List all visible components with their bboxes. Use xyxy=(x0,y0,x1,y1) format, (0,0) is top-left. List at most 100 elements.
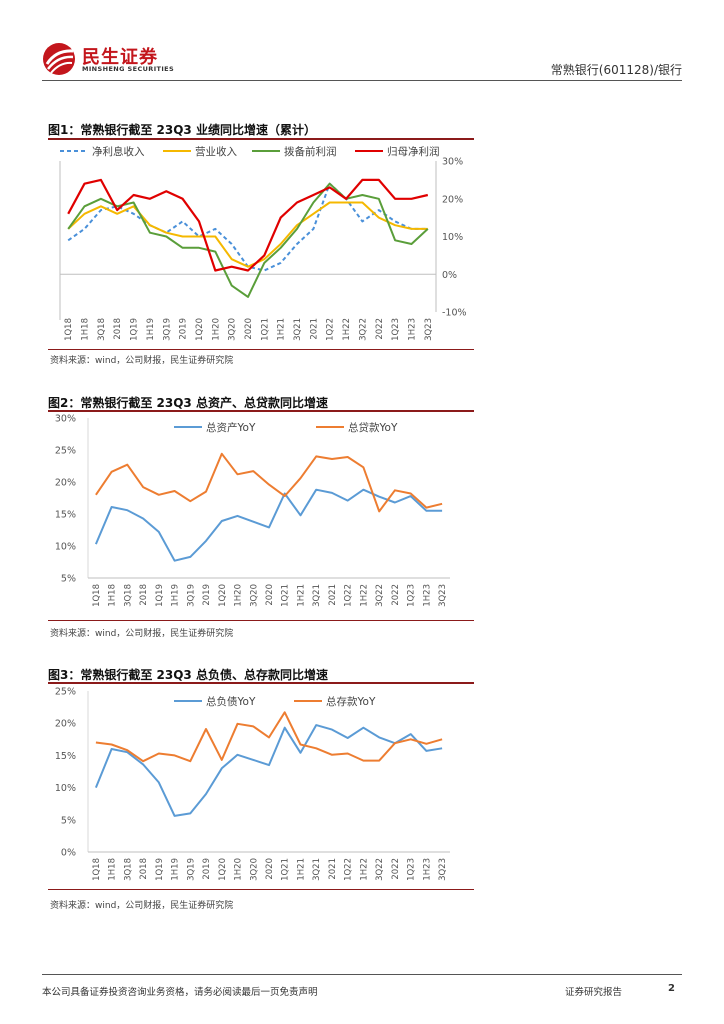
y-tick-label: 10% xyxy=(55,783,76,794)
x-tick-label: 2020 xyxy=(265,584,275,606)
y-tick-label: 10% xyxy=(55,542,76,553)
series-line-4 xyxy=(67,178,429,272)
legend-label-1: 净利息收入 xyxy=(92,145,145,158)
x-tick-label: 1H19 xyxy=(171,858,181,881)
figure-3-top-rule xyxy=(48,682,474,684)
x-tick-label: 3Q23 xyxy=(438,858,448,881)
x-tick-label: 1Q18 xyxy=(92,584,102,607)
figure-1-bottom-rule xyxy=(48,349,474,350)
x-tick-label: 2018 xyxy=(139,584,149,606)
header-divider xyxy=(42,80,682,81)
legend-label-2: 营业收入 xyxy=(195,145,237,158)
x-tick-label: 1Q20 xyxy=(218,858,228,881)
y-tick-label: 0% xyxy=(442,270,457,281)
x-tick-label: 1Q22 xyxy=(326,318,336,341)
y-tick-label: 25% xyxy=(55,687,76,698)
x-tick-label: 1H23 xyxy=(422,584,432,607)
x-tick-label: 3Q21 xyxy=(312,858,322,881)
legend-label-2: 总存款YoY xyxy=(326,695,376,708)
x-tick-label: 1H18 xyxy=(108,584,118,607)
x-tick-label: 1H20 xyxy=(211,318,221,341)
x-tick-label: 1Q21 xyxy=(281,584,291,607)
x-tick-label: 3Q18 xyxy=(97,318,107,341)
logo-english-name: MINSHENG SECURITIES xyxy=(82,65,175,73)
x-tick-label: 2019 xyxy=(202,858,212,880)
x-tick-label: 1H22 xyxy=(342,318,352,341)
y-tick-label: -10% xyxy=(442,308,467,319)
x-tick-label: 1Q18 xyxy=(64,318,74,341)
y-tick-label: 15% xyxy=(55,751,76,762)
y-tick-label: 30% xyxy=(442,157,463,168)
x-tick-label: 3Q22 xyxy=(358,318,368,341)
legend-label-1: 总负债YoY xyxy=(206,695,256,708)
x-tick-label: 2021 xyxy=(328,858,338,880)
x-tick-label: 1Q21 xyxy=(260,318,270,341)
x-tick-label: 1H23 xyxy=(407,318,417,341)
x-tick-label: 3Q19 xyxy=(186,584,196,607)
legend-label-2: 总贷款YoY xyxy=(348,421,398,434)
legend-label-4: 归母净利润 xyxy=(387,145,440,158)
figure-2-bottom-rule xyxy=(48,620,474,621)
figure-3-chart: 25% 20% 15% 10% 5% 0% 1Q18 1H18 3Q18 2018 1Q19 1H19… xyxy=(55,687,450,881)
figure-3-source: 资料来源：wind，公司财报，民生证券研究院 xyxy=(50,901,234,911)
x-tick-label: 2020 xyxy=(265,858,275,880)
y-tick-label: 25% xyxy=(55,446,76,457)
figure-2-chart: 30% 25% 20% 15% 10% 5% 1Q18 1H18 3Q18 2018 1Q19 1H1… xyxy=(55,414,450,607)
y-tick-label: 20% xyxy=(55,719,76,730)
header-stock-label: 常熟银行(601128)/银行 xyxy=(550,63,682,77)
x-tick-label: 2019 xyxy=(179,318,189,340)
x-tick-label: 2022 xyxy=(375,318,385,340)
x-tick-label: 2021 xyxy=(328,584,338,606)
x-tick-label: 2020 xyxy=(244,318,254,340)
x-tick-label: 1H23 xyxy=(422,858,432,881)
minsheng-logo-icon xyxy=(43,43,75,75)
x-tick-label: 3Q22 xyxy=(375,858,385,881)
x-tick-label: 1H18 xyxy=(108,858,118,881)
figure-1-top-rule xyxy=(48,138,474,140)
x-tick-label: 3Q20 xyxy=(249,858,259,881)
footer-report-type: 证券研究报告 xyxy=(565,987,623,998)
y-tick-label: 20% xyxy=(442,194,463,205)
x-tick-label: 1Q19 xyxy=(155,858,165,881)
figure-1-source: 资料来源：wind，公司财报，民生证券研究院 xyxy=(50,356,234,366)
footer-disclaimer: 本公司具备证券投资咨询业务资格，请务必阅读最后一页免责声明 xyxy=(42,987,318,998)
logo-chinese-name: 民生证券 xyxy=(82,47,158,68)
legend-label-1: 总资产YoY xyxy=(206,421,256,434)
figure-2-top-rule xyxy=(48,410,474,412)
x-tick-label: 3Q19 xyxy=(186,858,196,881)
x-tick-label: 1Q18 xyxy=(92,858,102,881)
x-tick-label: 2018 xyxy=(113,318,123,340)
x-tick-label: 1Q19 xyxy=(130,318,140,341)
figure-2-title: 图2：常熟银行截至 23Q3 总资产、总贷款同比增速 xyxy=(48,396,328,410)
legend-label-3: 拨备前利润 xyxy=(284,145,337,158)
x-tick-label: 1Q22 xyxy=(344,584,354,607)
y-tick-label: 5% xyxy=(61,574,76,585)
x-tick-label: 1H22 xyxy=(359,858,369,881)
y-tick-label: 10% xyxy=(442,232,463,243)
y-tick-label: 0% xyxy=(61,848,76,859)
x-tick-label: 1Q23 xyxy=(407,858,417,881)
series-line-1 xyxy=(94,724,443,817)
x-tick-label: 3Q18 xyxy=(123,584,133,607)
x-tick-label: 1H22 xyxy=(359,584,369,607)
y-tick-label: 5% xyxy=(61,815,76,826)
x-tick-label: 3Q19 xyxy=(162,318,172,341)
x-tick-label: 1Q19 xyxy=(155,584,165,607)
x-tick-label: 2022 xyxy=(391,584,401,606)
x-tick-label: 1H21 xyxy=(277,318,287,341)
company-logo: 民生证券 MINSHENG SECURITIES xyxy=(42,42,182,76)
series-line-3 xyxy=(67,182,429,298)
series-line-2 xyxy=(95,452,443,513)
x-tick-label: 1H21 xyxy=(296,858,306,881)
x-tick-label: 3Q23 xyxy=(438,584,448,607)
x-tick-label: 3Q23 xyxy=(424,318,434,341)
x-tick-label: 2019 xyxy=(202,584,212,606)
series-line-2 xyxy=(95,711,443,763)
x-tick-label: 3Q22 xyxy=(375,584,385,607)
x-tick-label: 1Q20 xyxy=(218,584,228,607)
x-tick-label: 1Q23 xyxy=(391,318,401,341)
x-tick-label: 1Q20 xyxy=(195,318,205,341)
figure-1-chart: 30% 20% 10% 0% -10% 1Q18 1H18 3Q18 2018 1Q19 1H19 3… xyxy=(59,145,467,341)
x-tick-label: 2021 xyxy=(309,318,319,340)
x-tick-label: 1H19 xyxy=(146,318,156,341)
